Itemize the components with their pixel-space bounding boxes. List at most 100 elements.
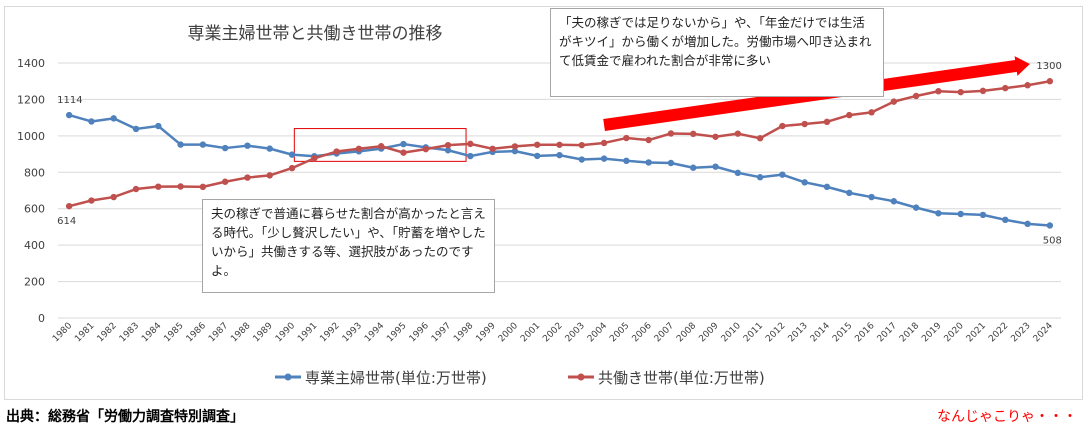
data-point (801, 179, 808, 186)
data-point (890, 198, 898, 205)
x-tick-label: 1992 (318, 321, 341, 344)
data-point (846, 111, 853, 119)
data-point (912, 204, 920, 211)
x-tick-label: 2000 (497, 321, 520, 344)
data-point (979, 211, 987, 219)
x-tick-label: 1980 (51, 321, 74, 344)
x-tick-label: 2007 (653, 321, 676, 344)
data-point (667, 159, 675, 167)
data-point (578, 141, 585, 149)
data-point (221, 144, 229, 152)
callout-left: 夫の稼ぎで普通に暮らせた割合が高かったと言える時代。「少し贅沢したい」や、「貯蓄… (202, 199, 495, 293)
x-tick-label: 1994 (363, 321, 386, 344)
x-tick-label: 2003 (564, 321, 587, 344)
data-point (935, 88, 942, 95)
x-tick-label: 1984 (140, 321, 163, 344)
y-tick-label: 1400 (17, 57, 45, 70)
data-point (734, 130, 742, 137)
data-label-first: 614 (57, 216, 76, 227)
x-tick-label: 2014 (809, 321, 832, 344)
x-tick-label: 2019 (920, 321, 943, 344)
data-labels: 1114 508 614 1300 (57, 61, 1062, 246)
x-tick-label: 1993 (341, 321, 364, 344)
data-point (467, 140, 474, 148)
x-tick-label: 2004 (586, 321, 609, 344)
data-point (132, 185, 140, 193)
x-tick-label: 2021 (965, 321, 988, 344)
x-tick-label: 2017 (876, 321, 899, 344)
x-tick-label: 1989 (252, 321, 275, 344)
y-tick-label: 600 (24, 203, 45, 216)
data-point (779, 122, 786, 130)
data-point (645, 159, 652, 166)
x-tick-label: 2011 (742, 321, 765, 344)
data-point (155, 183, 162, 190)
legend-item-dual-income: 共働き世帯(単位:万世帯) (568, 369, 765, 387)
data-point (756, 174, 764, 181)
x-tick-label: 2018 (898, 321, 921, 344)
x-tick-label: 1999 (474, 321, 497, 344)
x-tick-label: 2002 (541, 321, 564, 344)
data-point (957, 88, 964, 96)
x-tick-label: 1997 (430, 321, 453, 344)
data-point (667, 130, 675, 137)
data-point (244, 174, 251, 181)
data-point (177, 141, 184, 148)
x-tick-label: 1990 (274, 321, 297, 344)
data-point (1046, 78, 1054, 85)
data-point (623, 157, 630, 165)
data-point (623, 134, 630, 142)
x-tick-label: 2024 (1032, 321, 1055, 344)
data-point (1024, 220, 1031, 228)
y-tick-label: 400 (24, 239, 45, 252)
x-tick-label: 2008 (675, 321, 698, 344)
y-tick-label: 0 (38, 312, 45, 325)
series-lines (65, 78, 1054, 229)
data-point (155, 122, 162, 130)
data-label-first: 1114 (57, 95, 82, 106)
line-chart: 専業主婦世帯と共働き世帯の推移 0 200 400 600 800 1000 1200 140… (17, 24, 1062, 387)
data-point (690, 130, 697, 138)
y-axis-ticks: 0 200 400 600 800 1000 1200 1400 (17, 57, 45, 325)
data-point (801, 120, 808, 128)
x-tick-label: 1986 (185, 321, 208, 344)
data-label-last: 1300 (1036, 61, 1061, 72)
data-point (734, 169, 742, 177)
data-point (534, 152, 541, 160)
x-tick-label: 1996 (408, 321, 431, 344)
data-point (110, 115, 117, 122)
x-tick-label: 1983 (118, 321, 141, 344)
data-point (511, 147, 519, 155)
data-point (578, 156, 585, 163)
data-point (1024, 82, 1031, 89)
chart-title: 専業主婦世帯と共働き世帯の推移 (188, 24, 443, 44)
data-point (712, 133, 719, 140)
data-point (110, 193, 117, 201)
data-point (534, 141, 541, 148)
signature-text: なんじゃこりゃ・・・ (937, 409, 1077, 425)
data-point (868, 109, 875, 116)
data-point (489, 145, 496, 152)
data-point (444, 141, 452, 149)
data-point (823, 118, 831, 126)
data-point (177, 183, 184, 190)
x-tick-label: 1991 (296, 321, 319, 344)
x-tick-label: 1988 (229, 321, 252, 344)
data-label-last: 508 (1043, 235, 1062, 246)
data-point (979, 87, 987, 95)
data-point (890, 98, 898, 105)
data-point (823, 183, 831, 191)
data-point (779, 171, 786, 178)
x-tick-label: 2006 (631, 321, 654, 344)
data-point (912, 92, 920, 100)
data-point (1002, 84, 1009, 92)
x-tick-label: 2016 (853, 321, 876, 344)
legend-item-housewife: 専業主婦世帯(単位:万世帯) (275, 369, 487, 387)
source-citation: 出典：総務省「労働力調査特別調査」 (6, 409, 244, 425)
data-point (422, 145, 429, 153)
data-point (266, 172, 273, 179)
x-tick-label: 1985 (162, 321, 185, 344)
data-point (288, 151, 296, 158)
data-point (377, 143, 385, 150)
data-point (846, 189, 853, 197)
